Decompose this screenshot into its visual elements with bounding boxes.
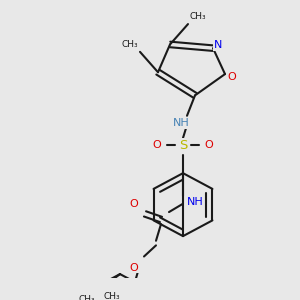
Text: O: O (228, 72, 236, 82)
Text: NH: NH (172, 118, 189, 128)
Text: CH₃: CH₃ (122, 40, 138, 49)
Text: O: O (130, 262, 138, 273)
Text: O: O (130, 199, 138, 209)
Text: CH₃: CH₃ (190, 12, 206, 21)
Text: O: O (153, 140, 161, 150)
Text: N: N (214, 40, 222, 50)
Text: S: S (179, 139, 187, 152)
Text: CH₃: CH₃ (103, 292, 120, 300)
Text: CH₃: CH₃ (79, 295, 95, 300)
Text: NH: NH (187, 197, 203, 207)
Text: O: O (205, 140, 213, 150)
